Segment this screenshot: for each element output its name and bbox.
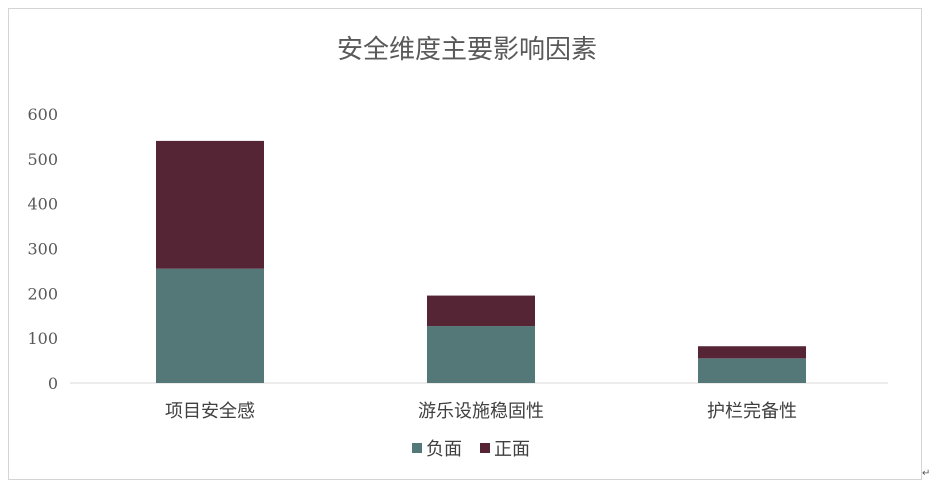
bar-positive-0 — [156, 140, 264, 269]
category-label: 项目安全感 — [165, 401, 255, 422]
bars-group — [156, 140, 806, 383]
bar-positive-1 — [427, 295, 535, 327]
legend-label-negative: 负面 — [426, 439, 462, 460]
y-tick-label: 0 — [48, 374, 58, 393]
category-labels: 项目安全感 游乐设施稳固性 护栏完备性 — [165, 401, 797, 422]
category-label: 护栏完备性 — [707, 401, 797, 422]
chart-title: 安全维度主要影响因素 — [337, 35, 597, 65]
y-tick-label: 400 — [27, 195, 58, 214]
bar-negative-0 — [156, 268, 264, 383]
y-tick-label: 200 — [27, 284, 58, 303]
y-tick-label: 100 — [27, 329, 58, 348]
y-axis-ticks: 0 100 200 300 400 500 600 — [27, 105, 58, 393]
category-label: 游乐设施稳固性 — [418, 401, 544, 422]
paragraph-mark: ↵ — [922, 468, 931, 479]
y-tick-label: 300 — [27, 240, 58, 259]
bar-negative-1 — [427, 326, 535, 383]
bar-positive-2 — [698, 346, 806, 359]
legend: 负面 正面 — [412, 439, 530, 460]
y-tick-label: 500 — [27, 150, 58, 169]
bar-negative-2 — [698, 358, 806, 383]
legend-swatch-negative — [412, 443, 422, 453]
y-tick-label: 600 — [27, 105, 58, 124]
legend-swatch-positive — [480, 443, 490, 453]
legend-label-positive: 正面 — [494, 439, 530, 460]
